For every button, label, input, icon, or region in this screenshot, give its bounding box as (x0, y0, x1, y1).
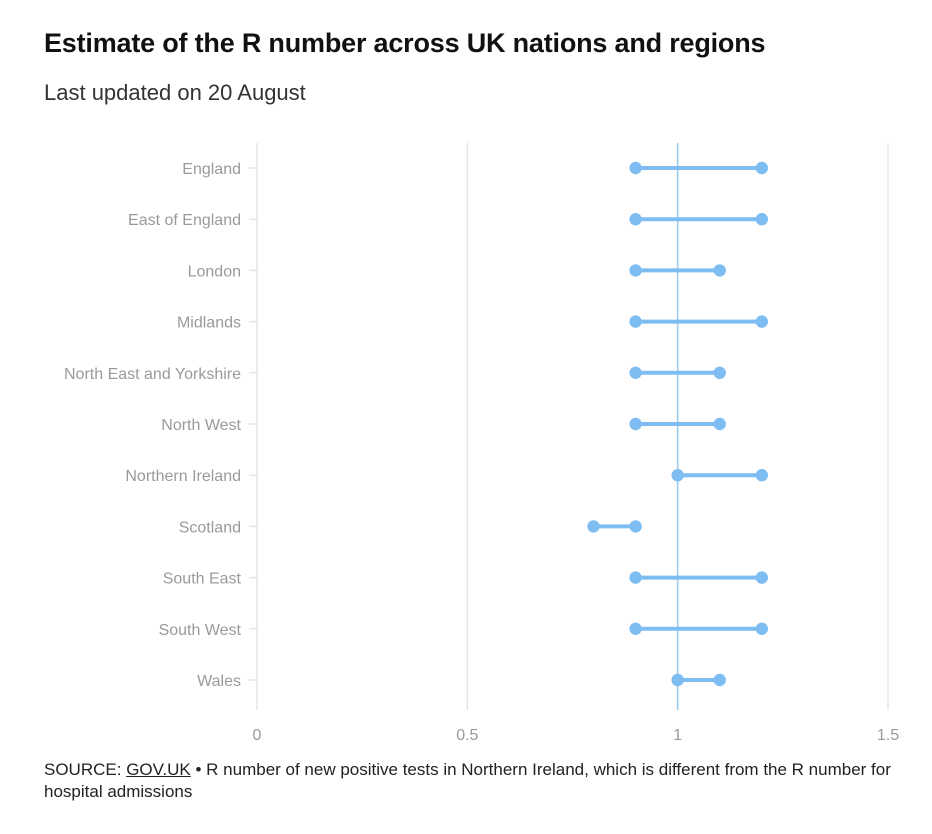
upper-estimate-point (755, 571, 768, 584)
y-category-label: England (182, 161, 241, 178)
y-category-label: South West (159, 622, 242, 639)
lower-estimate-point (587, 520, 600, 533)
upper-estimate-point (713, 366, 726, 379)
source-link[interactable]: GOV.UK (126, 760, 191, 779)
upper-estimate-point (755, 161, 768, 175)
lower-estimate-point (629, 315, 642, 328)
r-number-chart: 0 0.5 1 1.5 England East of England London Midl… (64, 143, 899, 744)
upper-estimate-point (713, 264, 726, 277)
chart-title: Estimate of the R number across UK natio… (44, 28, 766, 58)
upper-estimate-point (755, 469, 768, 482)
lower-estimate-point (629, 264, 642, 277)
upper-estimate-point (755, 315, 768, 328)
footer-note-text: • R number of new positive tests in Nort… (44, 760, 891, 801)
lower-estimate-point (671, 673, 684, 687)
source-prefix: SOURCE: (44, 760, 127, 779)
lower-estimate-point (629, 161, 642, 175)
y-category-label: South East (163, 571, 242, 588)
upper-estimate-point (755, 213, 768, 226)
lower-estimate-point (629, 417, 642, 431)
upper-estimate-point (713, 673, 726, 687)
marks-layer (587, 161, 768, 687)
lower-estimate-point (629, 622, 642, 635)
x-tick-label: 1.5 (877, 727, 899, 744)
y-category-label: North East and Yorkshire (64, 366, 241, 383)
footer-note: SOURCE: GOV.UK • R number of new positiv… (44, 759, 914, 803)
chart-subtitle: Last updated on 20 August (44, 80, 306, 105)
y-category-label: Wales (197, 673, 241, 690)
x-tick-label: 0.5 (456, 727, 478, 744)
lower-estimate-point (671, 469, 684, 482)
y-category-label: Scotland (179, 519, 241, 536)
y-category-label: Northern Ireland (125, 468, 241, 485)
y-category-label: North West (161, 417, 241, 434)
grid-layer (249, 143, 889, 710)
lower-estimate-point (629, 213, 642, 226)
x-tick-label: 0 (253, 727, 262, 744)
upper-estimate-point (629, 520, 642, 533)
x-tick-label: 1 (673, 727, 682, 744)
lower-estimate-point (629, 366, 642, 379)
y-category-label: London (188, 263, 241, 280)
upper-estimate-point (713, 417, 726, 431)
lower-estimate-point (629, 571, 642, 584)
y-category-label: Midlands (177, 315, 241, 332)
labels-layer: 0 0.5 1 1.5 England East of England London Midl… (64, 161, 899, 744)
y-category-label: East of England (128, 212, 241, 229)
upper-estimate-point (755, 622, 768, 635)
